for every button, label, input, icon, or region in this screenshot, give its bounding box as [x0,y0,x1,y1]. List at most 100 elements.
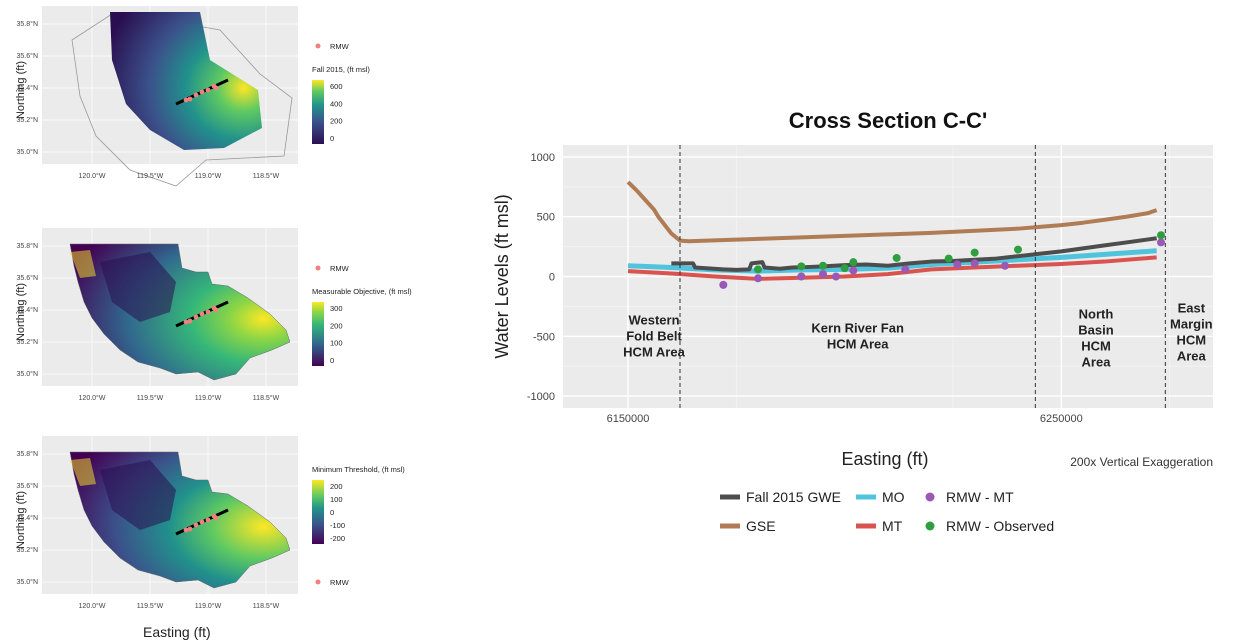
map-y-tick: 35.2°N [17,338,38,346]
map-y-tick: 35.4°N [17,84,38,92]
map-y-tick: 35.0°N [17,148,38,156]
map-y-axis-label: Northing (ft) [15,61,27,119]
map-y-axis-label: Northing (ft) [15,491,27,549]
colorbar-title: Fall 2015, (ft msl) [312,65,370,74]
map-y-tick: 35.6°N [17,482,38,490]
map-x-tick: 119.0°W [195,602,222,610]
rmw-point [187,96,193,102]
rmw-point [205,517,211,523]
point-rmw-mt [1001,261,1009,270]
map-svg: Northing (ft) 35.8°N 35.6°N 35.4°N 35.2°N 35.… [15,436,405,610]
high-region [70,458,96,486]
point-rmw-mt [754,274,762,283]
map-y-tick: 35.4°N [17,514,38,522]
colorbar-tick-label: 200 [330,482,343,491]
legend-key [925,492,935,502]
chart-title: Cross Section C-C' [789,108,987,133]
rmw-point [187,526,193,532]
rmw-point [183,527,189,533]
rmw-point [213,515,219,521]
colorbar-tick-label: -100 [330,521,345,530]
basin-group [71,12,293,187]
colorbar-title: Minimum Threshold, (ft msl) [312,465,405,474]
rmw-point [183,319,189,325]
legend-label: RMW - Observed [946,518,1054,534]
point-rmw-mt [901,265,910,274]
point-rmw-observed [819,261,827,270]
point-rmw-mt [953,260,962,269]
y-tick-label: 1000 [531,152,555,164]
series-line-gse [626,180,1158,244]
map-y-tick: 35.8°N [17,20,38,28]
point-rmw-mt [719,280,728,289]
rmw-point [193,522,199,528]
colorbar-tick-label: 200 [330,321,343,330]
low-region [100,460,176,530]
colorbar-tick-label: 400 [330,99,343,108]
exaggeration-note: 200x Vertical Exaggeration [1070,455,1213,469]
x-tick-label: 6250000 [1040,413,1083,425]
rmw-point [199,519,205,525]
map-y-tick: 35.6°N [17,274,38,282]
point-rmw-observed [892,253,901,262]
rmw-point [213,85,219,91]
colorbar [312,80,324,144]
rmw-point [187,318,193,324]
map-x-tick: 118.5°W [253,172,280,180]
map-y-tick: 35.2°N [17,116,38,124]
y-tick-label: -500 [533,331,555,343]
point-rmw-observed [1014,245,1022,254]
map-y-axis-label: Northing (ft) [15,283,27,341]
area-label: Western Fold Belt HCM Area [623,312,685,359]
y-tick-label: -1000 [527,391,555,403]
legend-label: MO [882,489,905,505]
map-y-tick: 35.4°N [17,306,38,314]
point-rmw-observed [944,254,953,263]
point-rmw-observed [1157,231,1165,240]
map-y-tick: 35.8°N [17,242,38,250]
cross-section-chart: Cross Section C-C' Western Fold Belt HCM Ar… [492,108,1213,534]
series-line-fall-2015-gwe [671,236,1157,272]
rmw-legend-label: RMW [330,264,350,273]
point-rmw-observed [754,265,762,274]
legend-label: MT [882,518,903,534]
contour-fill [110,12,262,150]
legend-label: RMW - MT [946,489,1014,505]
map-svg: Northing (ft) 35.8°N 35.6°N 35.4°N 35.2°N 35.… [15,6,370,187]
point-rmw-mt [832,272,840,281]
colorbar [312,302,324,366]
rmw-point [199,89,205,95]
point-rmw-mt [970,259,979,268]
point-rmw-mt [797,272,806,281]
colorbar [312,480,324,544]
legend-label: Fall 2015 GWE [746,489,841,505]
point-rmw-observed [797,262,806,271]
map-x-tick: 119.0°W [195,172,222,180]
map-x-tick: 118.5°W [253,394,280,402]
x-tick-label: 6150000 [607,413,650,425]
high-region [70,250,96,278]
series-line-mt [627,255,1157,281]
y-axis-title: Water Levels (ft msl) [492,194,512,358]
colorbar-tick-label: -200 [330,534,345,543]
area-label: East Margin HCM Area [1170,300,1213,363]
colorbar-tick-label: 100 [330,495,343,504]
rmw-point [213,307,219,313]
low-region [100,252,176,322]
point-rmw-observed [840,264,849,273]
point-rmw-observed [970,248,979,257]
rmw-point [183,97,189,103]
map-y-tick: 35.0°N [17,578,38,586]
map-panel-minimum-threshold: Northing (ft) 35.8°N 35.6°N 35.4°N 35.2°N 35.… [0,430,470,640]
basin-group [69,451,291,589]
legend-label: GSE [746,518,776,534]
rmw-point [205,87,211,93]
rmw-legend-marker [315,43,321,49]
point-rmw-mt [849,266,858,275]
map-x-tick: 118.5°W [253,602,280,610]
colorbar-tick-label: 0 [330,134,334,143]
y-tick-label: 0 [549,272,555,284]
map-y-tick: 35.0°N [17,370,38,378]
rmw-point [193,314,199,320]
y-tick-label: 500 [537,212,555,224]
